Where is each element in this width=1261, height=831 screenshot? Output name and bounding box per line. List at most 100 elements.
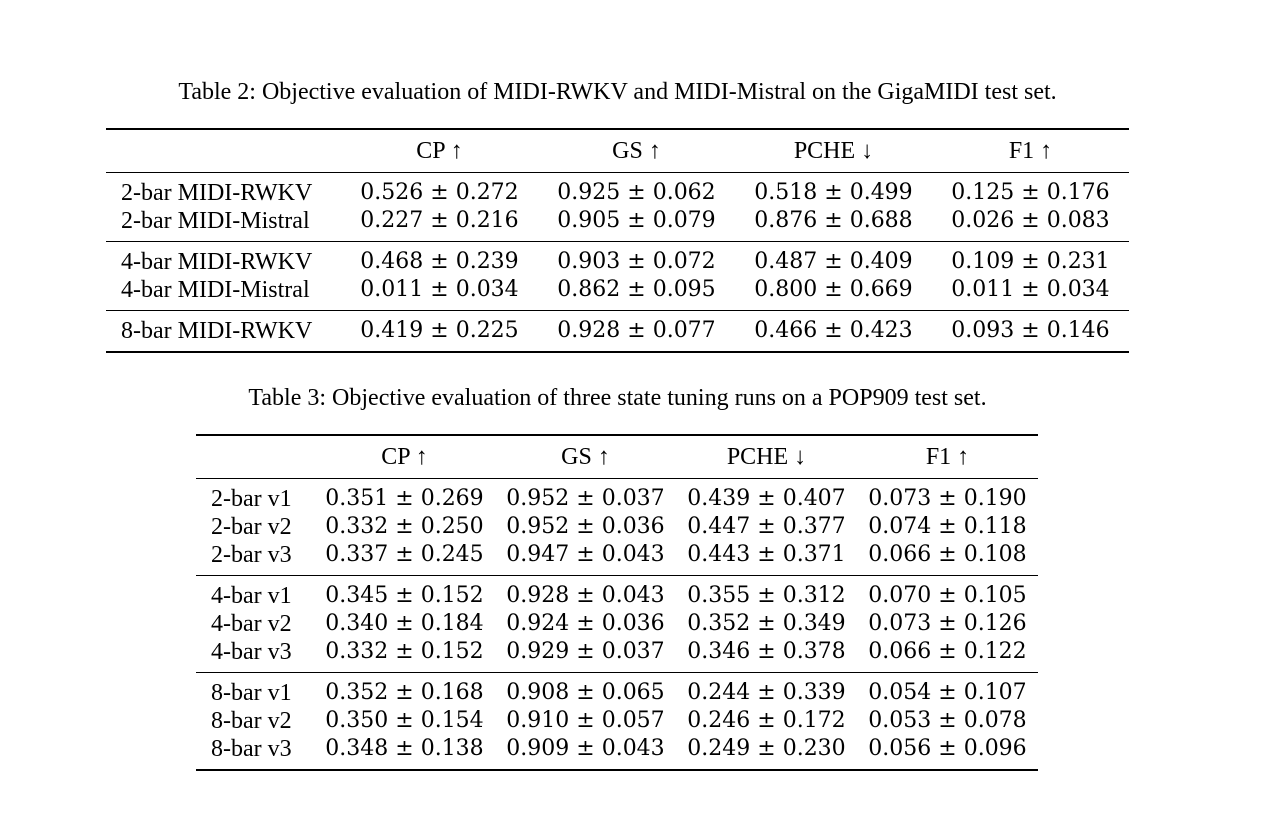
pche-cell: 0.443 ± 0.371 <box>676 541 857 576</box>
cp-cell: 0.340 ± 0.184 <box>325 611 484 636</box>
table-3-header-row: CP ↑ GS ↑ PCHE ↓ F1 ↑ <box>196 434 1038 479</box>
cp-cell: 0.348 ± 0.138 <box>314 735 495 771</box>
table-row: 4-bar MIDI-RWKV 0.468 ± 0.239 0.903 ± 0.… <box>106 242 1129 277</box>
table-3: CP ↑ GS ↑ PCHE ↓ F1 ↑ 2-bar v1 0.351 ± 0… <box>196 434 1038 771</box>
cp-cell: 0.350 ± 0.154 <box>325 708 484 733</box>
pche-cell: 0.466 ± 0.423 <box>735 310 932 353</box>
table-row: 2-bar v2 0.332 ± 0.250 0.952 ± 0.036 0.4… <box>196 513 1038 541</box>
table-2: CP ↑ GS ↑ PCHE ↓ F1 ↑ 2-bar MIDI-RWKV 0.… <box>106 128 1129 353</box>
pche-cell: 0.355 ± 0.312 <box>687 583 846 608</box>
f1-cell: 0.011 ± 0.034 <box>932 276 1129 311</box>
gs-cell: 0.928 ± 0.077 <box>538 310 735 353</box>
table-3-header-pche: PCHE ↓ <box>676 434 857 479</box>
table-2-header-row: CP ↑ GS ↑ PCHE ↓ F1 ↑ <box>106 128 1129 173</box>
cp-cell: 0.468 ± 0.239 <box>360 249 519 274</box>
gs-cell: 0.952 ± 0.036 <box>506 514 665 539</box>
gs-cell: 0.928 ± 0.043 <box>506 583 665 608</box>
table-row: 8-bar v3 0.348 ± 0.138 0.909 ± 0.043 0.2… <box>196 735 1038 771</box>
table-row: 2-bar MIDI-Mistral 0.227 ± 0.216 0.905 ±… <box>106 207 1129 242</box>
cp-cell: 0.345 ± 0.152 <box>325 583 484 608</box>
gs-cell: 0.908 ± 0.065 <box>506 680 665 705</box>
row-label: 2-bar v3 <box>196 541 314 576</box>
gs-cell: 0.910 ± 0.057 <box>506 708 665 733</box>
table-3-header-run <box>196 434 314 479</box>
f1-cell: 0.056 ± 0.096 <box>857 735 1038 771</box>
row-label: 2-bar v2 <box>211 514 292 540</box>
f1-cell: 0.053 ± 0.078 <box>868 708 1027 733</box>
table-row: 8-bar v1 0.352 ± 0.168 0.908 ± 0.065 0.2… <box>196 673 1038 708</box>
table-row: 4-bar v2 0.340 ± 0.184 0.924 ± 0.036 0.3… <box>196 610 1038 638</box>
cp-cell: 0.332 ± 0.152 <box>314 638 495 673</box>
table-2-header-model <box>106 128 341 173</box>
table-row: 8-bar v2 0.350 ± 0.154 0.910 ± 0.057 0.2… <box>196 707 1038 735</box>
row-label: 2-bar MIDI-RWKV <box>121 180 313 206</box>
row-label: 2-bar v1 <box>211 486 292 512</box>
gs-cell: 0.929 ± 0.037 <box>495 638 676 673</box>
table-2-caption: Table 2: Objective evaluation of MIDI-RW… <box>178 79 1057 105</box>
pche-cell: 0.447 ± 0.377 <box>687 514 846 539</box>
f1-cell: 0.073 ± 0.126 <box>868 611 1027 636</box>
pche-cell: 0.518 ± 0.499 <box>754 180 913 205</box>
pche-cell: 0.800 ± 0.669 <box>735 276 932 311</box>
f1-cell: 0.054 ± 0.107 <box>868 680 1027 705</box>
pche-cell: 0.246 ± 0.172 <box>687 708 846 733</box>
gs-cell: 0.862 ± 0.095 <box>538 276 735 311</box>
cp-cell: 0.227 ± 0.216 <box>341 207 538 242</box>
table-row: 4-bar v3 0.332 ± 0.152 0.929 ± 0.037 0.3… <box>196 638 1038 673</box>
table-row: 4-bar v1 0.345 ± 0.152 0.928 ± 0.043 0.3… <box>196 576 1038 611</box>
pche-cell: 0.487 ± 0.409 <box>754 249 913 274</box>
cp-cell: 0.351 ± 0.269 <box>325 486 484 511</box>
row-label: 8-bar v2 <box>211 708 292 734</box>
pche-cell: 0.346 ± 0.378 <box>676 638 857 673</box>
cp-cell: 0.332 ± 0.250 <box>325 514 484 539</box>
row-label: 4-bar MIDI-RWKV <box>121 249 313 275</box>
gs-cell: 0.924 ± 0.036 <box>506 611 665 636</box>
table-3-caption: Table 3: Objective evaluation of three s… <box>248 385 987 411</box>
table-row: 8-bar MIDI-RWKV 0.419 ± 0.225 0.928 ± 0.… <box>106 310 1129 353</box>
gs-cell: 0.903 ± 0.072 <box>557 249 716 274</box>
row-label: 4-bar v3 <box>196 638 314 673</box>
f1-cell: 0.070 ± 0.105 <box>868 583 1027 608</box>
gs-cell: 0.947 ± 0.043 <box>495 541 676 576</box>
table-3-header-gs: GS ↑ <box>495 434 676 479</box>
table-row: 2-bar MIDI-RWKV 0.526 ± 0.272 0.925 ± 0.… <box>106 173 1129 208</box>
pche-cell: 0.876 ± 0.688 <box>735 207 932 242</box>
f1-cell: 0.074 ± 0.118 <box>868 514 1027 539</box>
table-3-header-f1: F1 ↑ <box>857 434 1038 479</box>
f1-cell: 0.066 ± 0.108 <box>857 541 1038 576</box>
f1-cell: 0.066 ± 0.122 <box>857 638 1038 673</box>
cp-cell: 0.352 ± 0.168 <box>325 680 484 705</box>
gs-cell: 0.905 ± 0.079 <box>538 207 735 242</box>
pche-cell: 0.352 ± 0.349 <box>687 611 846 636</box>
cp-cell: 0.011 ± 0.034 <box>341 276 538 311</box>
table-row: 4-bar MIDI-Mistral 0.011 ± 0.034 0.862 ±… <box>106 276 1129 311</box>
row-label: 4-bar v1 <box>211 583 292 609</box>
table-2-header-pche: PCHE ↓ <box>735 128 932 173</box>
gs-cell: 0.952 ± 0.037 <box>506 486 665 511</box>
row-label: 2-bar MIDI-Mistral <box>106 207 341 242</box>
table-2-header-f1: F1 ↑ <box>932 128 1129 173</box>
f1-cell: 0.109 ± 0.231 <box>951 249 1110 274</box>
row-label: 8-bar v1 <box>211 680 292 706</box>
pche-cell: 0.249 ± 0.230 <box>676 735 857 771</box>
cp-cell: 0.526 ± 0.272 <box>360 180 519 205</box>
row-label: 4-bar v2 <box>211 611 292 637</box>
gs-cell: 0.925 ± 0.062 <box>557 180 716 205</box>
f1-cell: 0.093 ± 0.146 <box>932 310 1129 353</box>
table-row: 2-bar v3 0.337 ± 0.245 0.947 ± 0.043 0.4… <box>196 541 1038 576</box>
table-row: 2-bar v1 0.351 ± 0.269 0.952 ± 0.037 0.4… <box>196 479 1038 514</box>
row-label: 8-bar v3 <box>196 735 314 771</box>
pche-cell: 0.439 ± 0.407 <box>687 486 846 511</box>
f1-cell: 0.125 ± 0.176 <box>951 180 1110 205</box>
table-2-header-gs: GS ↑ <box>538 128 735 173</box>
gs-cell: 0.909 ± 0.043 <box>495 735 676 771</box>
f1-cell: 0.073 ± 0.190 <box>868 486 1027 511</box>
row-label: 8-bar MIDI-RWKV <box>106 310 341 353</box>
pche-cell: 0.244 ± 0.339 <box>687 680 846 705</box>
row-label: 4-bar MIDI-Mistral <box>106 276 341 311</box>
table-2-header-cp: CP ↑ <box>341 128 538 173</box>
cp-cell: 0.337 ± 0.245 <box>314 541 495 576</box>
f1-cell: 0.026 ± 0.083 <box>932 207 1129 242</box>
table-3-header-cp: CP ↑ <box>314 434 495 479</box>
cp-cell: 0.419 ± 0.225 <box>341 310 538 353</box>
